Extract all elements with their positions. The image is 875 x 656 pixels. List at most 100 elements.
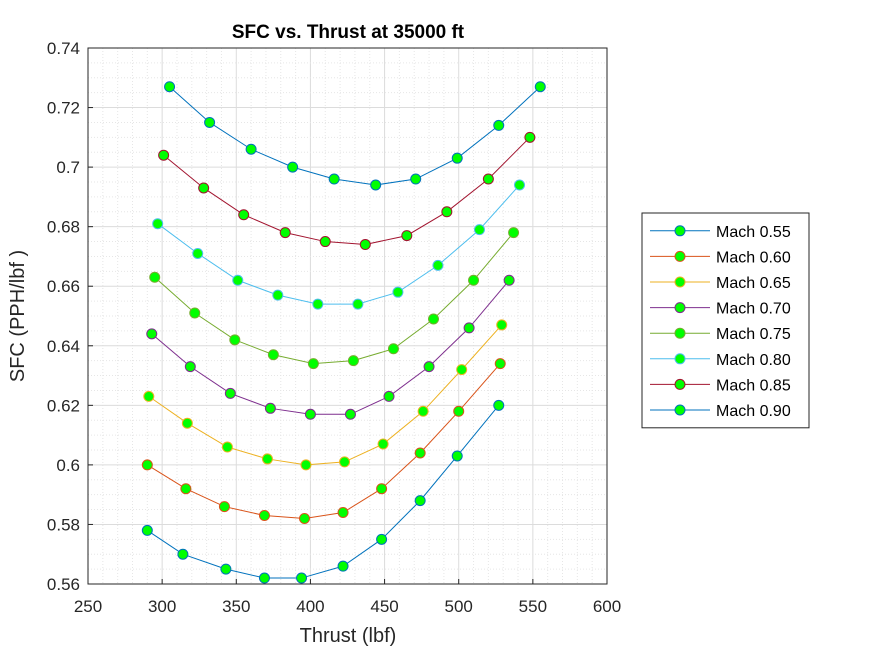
data-point [258, 510, 270, 522]
data-point [383, 390, 395, 402]
y-tick-label: 0.64 [47, 337, 80, 356]
data-point [508, 227, 520, 239]
legend-marker [674, 353, 686, 365]
x-tick-label: 450 [370, 597, 398, 616]
data-point [514, 179, 526, 191]
series-line [169, 86, 541, 186]
series-line [163, 136, 531, 246]
legend-label: Mach 0.80 [716, 352, 791, 369]
data-point [184, 361, 196, 373]
data-point [181, 417, 193, 429]
data-point [494, 358, 506, 370]
data-point [152, 218, 164, 230]
legend-box [641, 212, 810, 429]
y-tick-label: 0.62 [47, 396, 80, 415]
data-point [264, 402, 276, 414]
data-point [417, 405, 429, 417]
data-point [296, 572, 308, 584]
x-axis-label: Thrust (lbf) [300, 625, 397, 647]
data-point [258, 572, 270, 584]
data-point [141, 459, 153, 471]
data-point [456, 364, 468, 376]
data-point [344, 408, 356, 420]
data-point [359, 239, 371, 251]
legend-marker [674, 302, 686, 314]
y-tick-label: 0.74 [47, 39, 80, 58]
data-point [218, 501, 230, 513]
series-1 [141, 399, 505, 584]
data-point [392, 286, 404, 298]
data-point [307, 358, 319, 370]
data-point [496, 319, 508, 331]
data-point [370, 179, 382, 191]
data-point [347, 355, 359, 367]
data-point [220, 563, 232, 575]
data-point [189, 307, 201, 319]
legend-marker [674, 250, 686, 262]
data-point [192, 247, 204, 259]
y-tick-label: 0.6 [56, 456, 80, 475]
legend-item: Mach 0.85 [650, 377, 791, 394]
data-point [524, 131, 536, 143]
x-tick-label: 250 [74, 597, 102, 616]
data-point [503, 274, 515, 286]
series-8 [164, 81, 546, 191]
data-point [482, 173, 494, 185]
x-tick-label: 350 [222, 597, 250, 616]
data-point [300, 459, 312, 471]
y-tick-label: 0.7 [56, 158, 80, 177]
data-point [238, 209, 250, 221]
data-point [177, 548, 189, 560]
grid-lines [87, 47, 608, 585]
data-point [245, 143, 257, 155]
legend-marker [674, 225, 686, 237]
x-tick-label: 600 [593, 597, 621, 616]
series-line [151, 279, 510, 415]
y-axis-ticks: 0.56 0.58 0.6 0.62 0.64 0.66 0.68 0.7 0.72 0.74 [47, 39, 93, 594]
data-point [312, 298, 324, 310]
data-point [493, 119, 505, 131]
data-point [432, 259, 444, 271]
series-5 [149, 227, 520, 370]
data-point [414, 447, 426, 459]
data-point [493, 399, 505, 411]
series-line [154, 232, 514, 365]
series-6 [152, 179, 526, 310]
legend-item: Mach 0.80 [650, 352, 791, 369]
x-tick-label: 300 [148, 597, 176, 616]
legend-item: Mach 0.90 [650, 403, 791, 420]
legend-item: Mach 0.70 [650, 301, 791, 318]
y-tick-label: 0.58 [47, 515, 80, 534]
data-point [377, 438, 389, 450]
legend-item: Mach 0.65 [650, 275, 791, 292]
legend-label: Mach 0.75 [716, 326, 791, 343]
data-point [232, 274, 244, 286]
y-axis-label: SFC (PPH/lbf ) [7, 250, 29, 382]
data-point [337, 560, 349, 572]
legend-marker [674, 327, 686, 339]
data-point [328, 173, 340, 185]
data-point [387, 343, 399, 355]
legend-marker [674, 276, 686, 288]
data-point [287, 161, 299, 173]
data-point [272, 289, 284, 301]
x-tick-label: 550 [519, 597, 547, 616]
data-point [451, 152, 463, 164]
data-point [428, 313, 440, 325]
series-3 [143, 319, 508, 471]
data-point [468, 274, 480, 286]
legend-label: Mach 0.65 [716, 275, 791, 292]
legend-label: Mach 0.70 [716, 301, 791, 318]
data-point [410, 173, 422, 185]
data-point [401, 230, 413, 242]
series-line [147, 363, 501, 519]
legend-label: Mach 0.60 [716, 249, 791, 266]
series-2 [141, 358, 506, 524]
data-point [352, 298, 364, 310]
legend-marker [674, 378, 686, 390]
data-point [337, 507, 349, 519]
data-point [463, 322, 475, 334]
legend-label: Mach 0.85 [716, 377, 791, 394]
data-point [180, 483, 192, 495]
legend-label: Mach 0.90 [716, 403, 791, 420]
